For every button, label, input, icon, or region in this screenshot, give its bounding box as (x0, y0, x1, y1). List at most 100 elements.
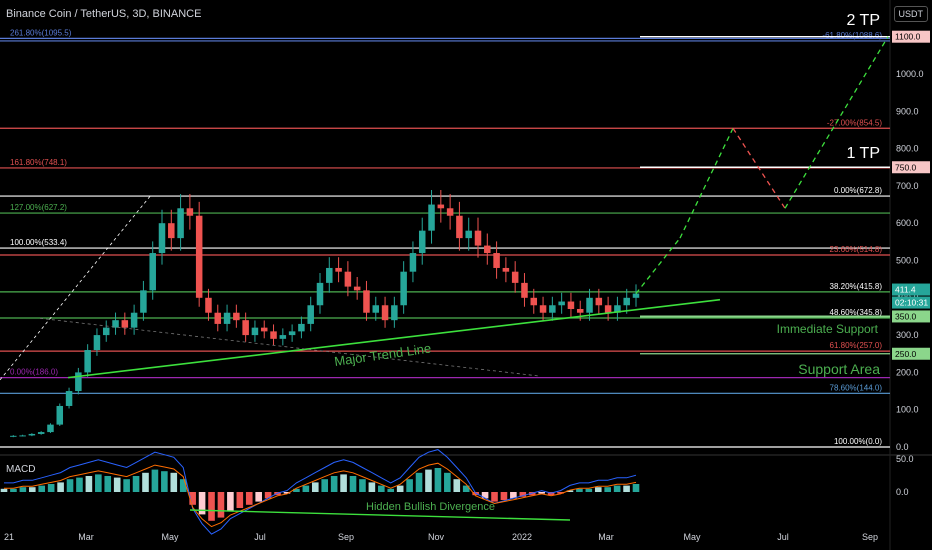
macd-histogram-bar (38, 485, 46, 492)
macd-histogram-bar (227, 492, 234, 512)
candle-body (242, 320, 249, 336)
fib-level-label: 261.80%(1095.5) (10, 28, 72, 37)
candle-body (149, 253, 156, 291)
macd-histogram-bar (444, 472, 451, 492)
price-tag (892, 296, 930, 309)
chart-annotation: Hidden Bullish Divergence (366, 501, 495, 513)
macd-histogram-bar (415, 472, 423, 492)
price-axis-tick: 1000.0 (896, 69, 924, 79)
price-tag (892, 161, 930, 174)
candle-body (474, 230, 482, 246)
candle-body (56, 405, 64, 425)
currency-badge[interactable]: USDT (893, 6, 928, 22)
price-tag-label: 750.0 (895, 162, 917, 172)
major-trend-line (67, 298, 721, 379)
candle-body (549, 305, 556, 313)
macd-histogram-bar (632, 484, 640, 492)
candle-body (344, 271, 352, 287)
price-axis-tick: 500.0 (896, 256, 919, 266)
macd-line (4, 449, 637, 535)
price-tag (892, 310, 930, 323)
macd-histogram-bar (264, 492, 272, 499)
macd-histogram-bar (321, 479, 329, 492)
macd-histogram-bar (396, 485, 404, 492)
candle-body (623, 297, 630, 306)
candle-body (530, 297, 538, 306)
fib-level-label: 38.20%(415.8) (830, 282, 883, 291)
divergence-line (189, 509, 571, 521)
price-axis-tick: 600.0 (896, 218, 919, 228)
macd-histogram-bar (161, 471, 168, 492)
price-axis-tick: 700.0 (896, 181, 919, 191)
candle-body (251, 327, 259, 336)
candle-body (567, 301, 575, 309)
macd-histogram-bar (623, 485, 630, 492)
macd-histogram-bar (481, 492, 489, 499)
candle-body (158, 223, 166, 254)
time-axis-label: 21 (4, 532, 14, 542)
macd-histogram-bar (519, 492, 527, 497)
fib-level-label: 48.60%(345.8) (830, 308, 883, 317)
candle-body (437, 204, 445, 209)
price-tag (892, 283, 930, 296)
fib-level-label: -61.80%(1088.6) (822, 31, 882, 40)
candle-body (19, 435, 26, 437)
candle-body (372, 305, 380, 313)
candle-body (307, 305, 314, 324)
candle-body (205, 297, 212, 313)
price-tag-label: 411.4 (895, 285, 916, 295)
candle-body (186, 208, 194, 216)
macd-histogram-bar (208, 492, 215, 521)
candle-body (632, 293, 640, 298)
macd-histogram-bar (594, 487, 602, 492)
macd-histogram-bar (123, 479, 130, 492)
macd-histogram-bar (406, 479, 413, 492)
macd-histogram-bar (104, 476, 112, 492)
chart-annotation: Support Area (798, 361, 880, 377)
macd-histogram-bar (198, 492, 206, 515)
candle-body (558, 301, 565, 306)
macd-histogram-bar (76, 477, 83, 492)
fib-level-label: 0.00%(672.8) (834, 186, 882, 195)
time-axis-label: Mar (78, 532, 94, 542)
macd-histogram-bar (359, 479, 366, 492)
time-axis-label: Sep (862, 532, 878, 542)
candle-body (47, 424, 54, 433)
macd-histogram-bar (0, 488, 8, 492)
macd-histogram-bar (66, 479, 74, 492)
macd-histogram-bar (510, 492, 517, 499)
fib-level-label: 23.60%(514.8) (830, 245, 883, 254)
macd-histogram-bar (132, 476, 140, 492)
macd-histogram-bar (179, 479, 187, 492)
time-axis-label: May (683, 532, 701, 542)
macd-histogram-bar (349, 476, 357, 492)
macd-histogram-bar (566, 490, 574, 492)
candle-body (195, 215, 203, 298)
symbol-title: Binance Coin / TetherUS, 3D, BINANCE (6, 8, 202, 20)
price-axis-tick: 100.0 (896, 405, 919, 415)
price-tag-label: 250.0 (895, 349, 917, 359)
candle-body (614, 305, 621, 313)
price-tag (892, 347, 930, 360)
candle-body (177, 208, 184, 239)
macd-histogram-bar (462, 485, 470, 492)
candle-body (484, 245, 491, 254)
macd-histogram-bar (151, 469, 159, 492)
candle-body (418, 230, 426, 254)
fib-level-label: 78.60%(144.0) (830, 383, 883, 392)
fib-level-label: 161.80%(748.1) (10, 158, 67, 167)
candle-body (493, 253, 500, 268)
candle-body (75, 372, 82, 392)
fib-level-label: 0.00%(186.0) (10, 368, 58, 377)
macd-histogram-bar (425, 469, 432, 492)
macd-histogram-bar (576, 488, 583, 492)
macd-title: MACD (6, 464, 36, 475)
candle-body (84, 350, 91, 373)
fib-level-label: 61.80%(257.0) (830, 341, 883, 350)
price-tag-label: 350.0 (895, 311, 917, 321)
candle-body (456, 215, 463, 239)
candle-body (326, 267, 333, 283)
macd-histogram-bar (613, 485, 621, 492)
price-axis-tick: 900.0 (896, 106, 919, 116)
